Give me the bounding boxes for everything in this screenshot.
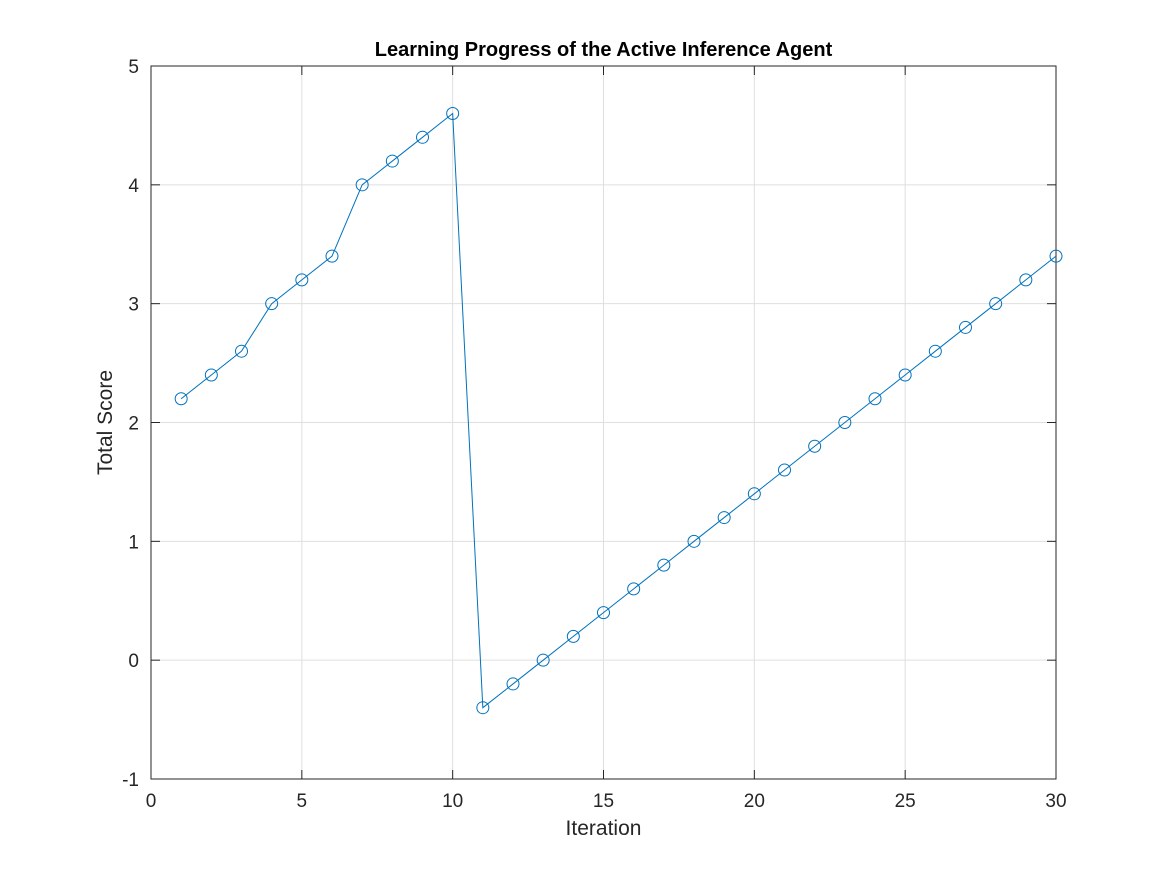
data-point-marker [566, 629, 580, 643]
data-point-marker [868, 392, 882, 406]
data-point-marker [295, 273, 309, 287]
data-point-marker [204, 368, 218, 382]
y-tick-label: 4 [128, 176, 139, 197]
data-point-marker [898, 368, 912, 382]
data-point-marker [265, 297, 279, 311]
data-point-marker [747, 487, 761, 501]
x-tick-label: 25 [895, 791, 916, 812]
y-tick-label: 2 [128, 414, 139, 435]
data-point-marker [235, 344, 248, 358]
y-axis-label: Total Score [94, 370, 117, 475]
axis-ticks: 0 5 10 15 20 25 30 -1 0 1 2 3 4 5 [122, 57, 1066, 812]
data-point-marker [355, 178, 369, 192]
data-point-marker [476, 701, 490, 715]
x-tick-label: 30 [1045, 791, 1066, 812]
y-tick-label: 5 [128, 57, 139, 78]
data-point-marker [416, 130, 429, 144]
data-point-marker [959, 320, 972, 334]
x-axis-label: Iteration [566, 817, 642, 840]
x-tick-label: 10 [442, 791, 463, 812]
y-tick-label: 1 [128, 532, 139, 553]
data-point-marker [717, 511, 731, 525]
data-point-marker [536, 653, 550, 667]
data-point-marker [687, 534, 701, 548]
data-point-marker [506, 677, 520, 691]
x-tick-label: 15 [593, 791, 614, 812]
y-tick-label: 0 [128, 651, 139, 672]
data-point-marker [325, 249, 339, 263]
data-point-marker [385, 154, 399, 168]
data-point-marker [657, 558, 671, 572]
data-series [174, 107, 1063, 715]
data-point-marker [989, 297, 1003, 311]
data-point-marker [778, 463, 791, 477]
data-point-marker [928, 344, 942, 358]
y-tick-label: -1 [122, 770, 139, 791]
data-point-marker [808, 439, 822, 453]
x-tick-label: 5 [297, 791, 308, 812]
data-point-marker [838, 416, 852, 429]
data-point-marker [1049, 249, 1063, 263]
data-point-marker [1019, 273, 1033, 287]
x-tick-label: 20 [744, 791, 765, 812]
data-point-marker [446, 107, 460, 121]
y-tick-label: 3 [128, 295, 139, 316]
data-point-marker [597, 606, 610, 620]
data-point-marker [627, 582, 641, 596]
x-tick-label: 0 [146, 791, 157, 812]
data-point-marker [174, 392, 188, 406]
chart-title: Learning Progress of the Active Inferenc… [375, 39, 833, 61]
